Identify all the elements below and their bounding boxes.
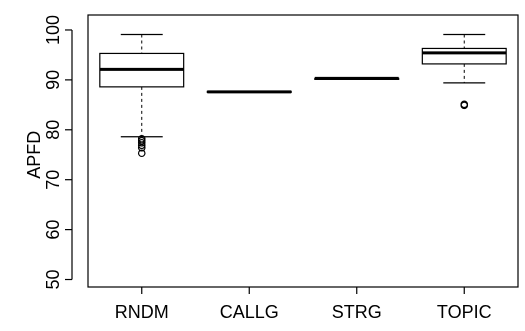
box-callg [206,90,292,94]
x-tick-label-callg: CALLG [220,302,279,322]
y-tick-label: 60 [43,220,63,240]
outlier-point [137,141,146,150]
x-tick-label-rndm: RNDM [115,302,169,322]
outlier-point [460,101,469,110]
y-tick-label: 50 [43,269,63,289]
outlier-point [137,138,146,147]
y-axis-label: APFD [24,131,44,179]
box-body [421,47,507,65]
x-tick-label-strg: STRG [332,302,382,322]
box-rndm [99,33,185,158]
x-tick-label-topic: TOPIC [437,302,492,322]
box-topic [421,33,507,110]
boxes-layer [99,33,507,158]
labels-layer: 50 60 70 80 90 100 APFD RNDM CALLG STRG TOPIC [24,15,492,322]
box-strg [314,76,400,80]
y-tick-label: 100 [43,15,63,45]
outlier-point [137,143,146,152]
y-tick-label: 70 [43,170,63,190]
outlier-point [137,149,146,158]
y-tick-label: 90 [43,70,63,90]
axes-layer [65,14,519,294]
plot-frame [87,14,519,288]
y-tick-label: 80 [43,120,63,140]
